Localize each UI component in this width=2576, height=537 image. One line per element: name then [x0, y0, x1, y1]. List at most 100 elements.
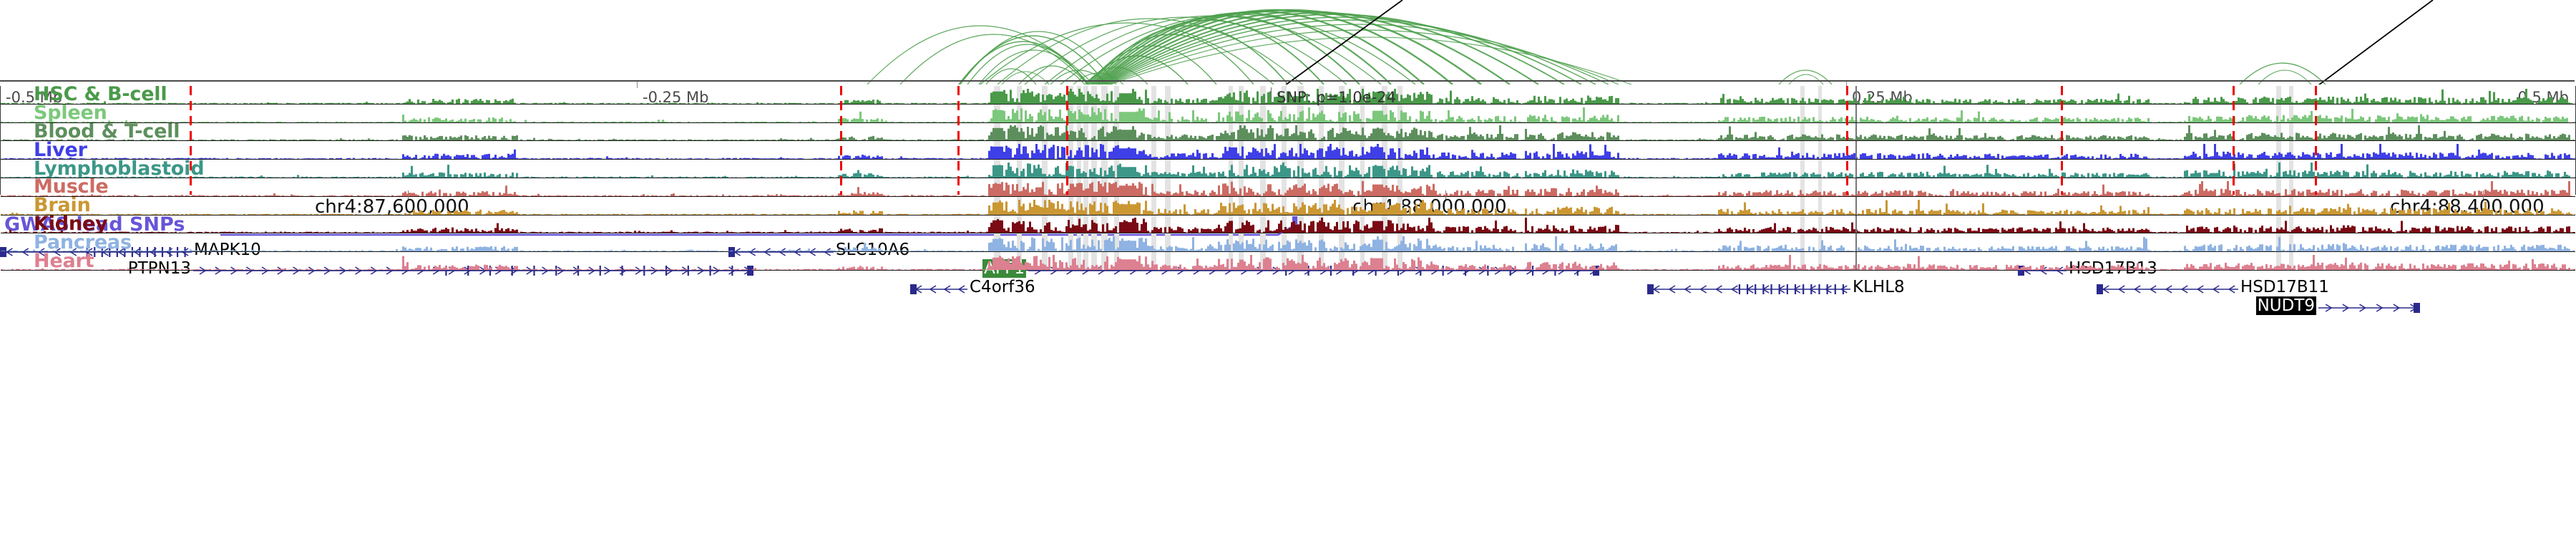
strand-chevron [2228, 285, 2235, 294]
credible-set-band [2276, 104, 2281, 122]
snp-pvalue-annotation: SNP: p=1.0e-24 [1277, 89, 1396, 106]
interaction-arc[interactable] [1098, 9, 1482, 84]
gwas-baseline [220, 223, 1296, 236]
credible-set-band [1297, 252, 1304, 270]
interaction-arc[interactable] [1101, 12, 1539, 84]
interaction-arc[interactable] [997, 18, 1303, 84]
interaction-arc[interactable] [960, 31, 1117, 84]
strand-chevron [1793, 285, 1801, 294]
interaction-arc[interactable] [1108, 29, 1619, 84]
signal-track-muscle[interactable]: Muscle [1, 178, 2575, 197]
strand-chevron [1699, 285, 1707, 294]
credible-set-band [1818, 122, 1822, 141]
credible-set-band [1282, 122, 1287, 141]
gene-exon [621, 266, 623, 276]
gwas-lead-snps-track[interactable]: GWAS lead SNPs [0, 213, 2576, 243]
strand-chevron [2149, 285, 2157, 294]
credible-set-band [1297, 86, 1304, 104]
signal-track-blood-t-cell[interactable]: Blood & T-cell [1, 122, 2575, 142]
credible-set-band [1319, 160, 1324, 178]
interaction-arc[interactable] [1088, 34, 1254, 84]
credible-set-band [1382, 178, 1387, 196]
credible-set-band [1297, 122, 1304, 141]
credible-set-band [1091, 178, 1097, 196]
strand-chevron [1809, 285, 1816, 294]
credible-set-band [1260, 178, 1266, 196]
signal-track-lymphoblastoid[interactable]: Lymphoblastoid [1, 160, 2575, 178]
interaction-arc[interactable] [1001, 71, 1050, 84]
interaction-arc[interactable] [1778, 69, 1833, 84]
interaction-arc[interactable] [2258, 69, 2312, 84]
credible-set-band [1017, 160, 1022, 178]
credible-set-band [2289, 122, 2293, 141]
interaction-arc[interactable] [1106, 19, 1596, 84]
gene-exon [1755, 284, 1757, 294]
credible-set-band [1397, 215, 1402, 233]
signal-histogram [1, 254, 2575, 270]
chromatin-interaction-arc-panel[interactable] [0, 0, 2576, 84]
gene-label-klhl8[interactable]: KLHL8 [1853, 278, 1905, 296]
interaction-arc[interactable] [1110, 37, 1632, 84]
credible-set-band [1101, 86, 1108, 104]
credible-set-band [1282, 178, 1287, 196]
interaction-arc[interactable] [980, 22, 1274, 84]
signal-track-pancreas[interactable]: Pancreas [1, 233, 2575, 253]
signal-track-brain[interactable]: Brain [1, 196, 2575, 216]
gene-annotation-track[interactable]: MAPK10SLC10A6PTPN13AFF1HSD17B13C4orf36KL… [0, 241, 2576, 537]
strand-chevron [2325, 304, 2333, 312]
gwas-lead-snp-marker[interactable] [1292, 216, 1298, 226]
gene-label-hsd17b11[interactable]: HSD17B11 [2240, 278, 2329, 296]
strand-chevron [339, 266, 347, 275]
strand-chevron [69, 248, 77, 256]
credible-set-band [1800, 233, 1805, 252]
strand-chevron [2359, 304, 2366, 312]
annotation-leader-line-1 [1284, 0, 1403, 84]
interaction-arc[interactable] [1103, 14, 1565, 84]
credible-set-band [1800, 252, 1805, 270]
signal-track-heart[interactable]: Heart [1, 252, 2575, 271]
strand-chevron [2212, 285, 2220, 294]
gene-label-ptpn13[interactable]: PTPN13 [127, 259, 191, 278]
gene-label-c4orf36[interactable]: C4orf36 [970, 278, 1035, 296]
credible-set-band [1083, 86, 1088, 104]
signal-track-kidney[interactable]: Kidney [1, 215, 2575, 234]
signal-track-liver[interactable]: Liver [1, 141, 2575, 160]
credible-set-band [1083, 196, 1088, 215]
signal-track-spleen[interactable]: Spleen [1, 104, 2575, 123]
interaction-arc[interactable] [1060, 14, 1416, 84]
gene-exon [176, 247, 179, 257]
credible-set-band [1339, 178, 1345, 196]
grey-marker-line [1855, 160, 1857, 178]
grey-marker-line [1855, 233, 1857, 252]
strand-chevron [733, 248, 741, 256]
strand-chevron [355, 266, 362, 275]
credible-set-band [1077, 196, 1081, 215]
credible-set-band [1091, 233, 1097, 252]
credible-set-band [1101, 122, 1108, 141]
signal-track-hsc-b-cell[interactable]: HSC & B-cell [1, 86, 2575, 105]
strand-chevron [943, 285, 951, 294]
credible-set-band [1229, 233, 1233, 252]
credible-set-band [1319, 252, 1324, 270]
gene-label-mapk10[interactable]: MAPK10 [194, 241, 261, 259]
credible-set-band [1800, 160, 1805, 178]
gene-row: C4orf36 KLHL8 HSD17B11 [0, 278, 2576, 296]
gene-row-svg [910, 284, 2238, 294]
track-label: HSC & B-cell [34, 86, 167, 105]
grey-marker-line [1855, 86, 1857, 104]
gene-exon [1487, 266, 1489, 276]
interaction-arc[interactable] [899, 34, 1088, 84]
credible-set-band [1397, 104, 1402, 122]
gene-terminal-exon [910, 284, 917, 294]
gene-label-nudt9[interactable]: NUDT9 [2255, 296, 2316, 315]
credible-set-band [1229, 122, 1233, 141]
credible-set-band [1083, 122, 1088, 141]
interaction-arc[interactable] [978, 49, 1090, 84]
interaction-arc[interactable] [2239, 62, 2326, 84]
interaction-arc[interactable] [1018, 65, 1085, 84]
credible-set-band [1818, 86, 1822, 104]
gene-exon [101, 247, 103, 257]
interaction-arc[interactable] [1100, 10, 1511, 84]
signal-histogram [1, 107, 2575, 122]
track-label: Heart [34, 252, 94, 271]
